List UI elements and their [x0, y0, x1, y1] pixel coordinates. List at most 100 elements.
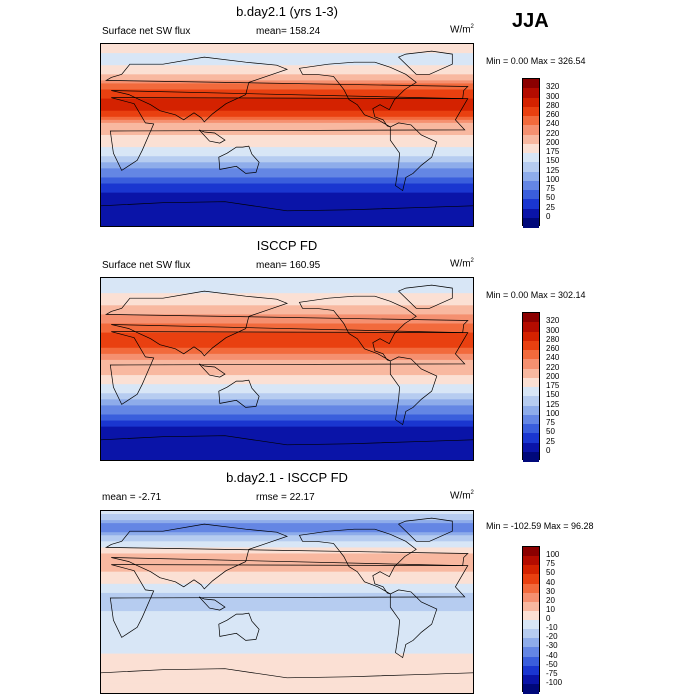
panel3-units: W/m2	[450, 490, 474, 502]
map-band	[101, 529, 473, 533]
panel1-units: W/m2	[450, 24, 474, 36]
map-band	[101, 353, 473, 358]
panel1-left-label: Surface net SW flux	[102, 26, 191, 37]
map-band	[101, 535, 473, 539]
map-band	[101, 147, 473, 151]
panel1-center-label: mean= 158.24	[256, 26, 321, 37]
colorbar-segment	[523, 405, 539, 416]
map-band	[101, 338, 473, 343]
map-band	[101, 47, 473, 51]
map-band	[101, 438, 473, 443]
map-band	[101, 408, 473, 413]
map-band	[101, 210, 473, 215]
colorbar-tick-label: 100	[546, 550, 560, 560]
coastline	[397, 284, 453, 309]
map-band	[101, 574, 473, 579]
coastline-antarctica	[101, 435, 473, 446]
colorbar-tick-label: 150	[546, 156, 560, 166]
colorbar-segment	[523, 414, 539, 425]
map-band	[101, 378, 473, 382]
colorbar-tick-label: 50	[546, 427, 555, 437]
map-band	[101, 165, 473, 169]
map-band	[101, 50, 473, 54]
map-band	[101, 511, 473, 515]
map-band	[101, 159, 473, 163]
map-band	[101, 131, 473, 136]
map-band	[101, 662, 473, 667]
map-band	[101, 329, 473, 334]
colorbar-segment	[523, 451, 539, 462]
colorbar-tick-label: -20	[546, 632, 558, 642]
colorbar-tick-label: 280	[546, 100, 560, 110]
map-band	[101, 83, 473, 88]
map-band	[101, 450, 473, 455]
map-band	[101, 650, 473, 655]
map-band	[101, 71, 473, 75]
map-band	[101, 550, 473, 555]
map-band	[101, 95, 473, 100]
map-band	[101, 568, 473, 573]
colorbar-tick-label: 75	[546, 418, 555, 427]
map-band	[101, 296, 473, 300]
coastline	[298, 528, 417, 595]
map-band	[101, 620, 473, 624]
map-band	[101, 222, 473, 226]
colorbar-tick-label: 100	[546, 408, 560, 418]
colorbar-segment	[523, 592, 539, 603]
map-band	[101, 647, 473, 652]
map-band	[101, 420, 473, 425]
colorbar-segment	[523, 556, 539, 566]
colorbar-segment	[523, 199, 539, 209]
map-band	[101, 656, 473, 661]
map-band	[101, 281, 473, 285]
map-band	[101, 653, 473, 658]
map-band	[101, 98, 473, 103]
colorbar-segment	[523, 547, 539, 557]
panel3-colorbar	[522, 546, 540, 694]
map-band	[101, 372, 473, 376]
colorbar-tick-label: 200	[546, 371, 560, 381]
colorbar-segment	[523, 106, 539, 117]
colorbar-segment	[523, 433, 539, 443]
colorbar-tick-label: 125	[546, 399, 560, 409]
colorbar-segment	[523, 208, 539, 219]
map-band	[101, 674, 473, 679]
colorbar-tick-label: 300	[546, 91, 560, 101]
map-band	[101, 305, 473, 309]
map-band	[101, 608, 473, 612]
map-band	[101, 162, 473, 166]
colorbar-segment	[523, 629, 539, 639]
map-band	[101, 589, 473, 594]
map-band	[101, 278, 473, 282]
map-band	[101, 384, 473, 388]
map-band	[101, 586, 473, 591]
colorbar-tick-label: 200	[546, 137, 560, 147]
map-band	[101, 116, 473, 121]
map-band	[101, 526, 473, 530]
map-band	[101, 302, 473, 306]
map-band	[101, 632, 473, 636]
map-band	[101, 320, 473, 325]
map-band	[101, 180, 473, 185]
map-band	[101, 668, 473, 673]
coastline	[109, 97, 469, 171]
map-band	[101, 405, 473, 410]
map-band	[101, 532, 473, 536]
colorbar-segment	[523, 190, 539, 200]
map-band	[101, 638, 473, 643]
map-band	[101, 402, 473, 406]
colorbar-segment	[523, 322, 539, 332]
map-band	[101, 432, 473, 437]
map-band	[101, 553, 473, 558]
map-band	[101, 571, 473, 576]
map-band	[101, 62, 473, 66]
colorbar-segment	[523, 217, 539, 228]
map-band	[101, 332, 473, 337]
colorbar-segment	[523, 180, 539, 191]
map-band	[101, 119, 473, 124]
colorbar-tick-label: 150	[546, 390, 560, 400]
map-band	[101, 444, 473, 449]
map-band	[101, 311, 473, 315]
panel3-minmax: Min = -102.59 Max = 96.28	[486, 521, 594, 531]
coastline	[198, 363, 226, 378]
